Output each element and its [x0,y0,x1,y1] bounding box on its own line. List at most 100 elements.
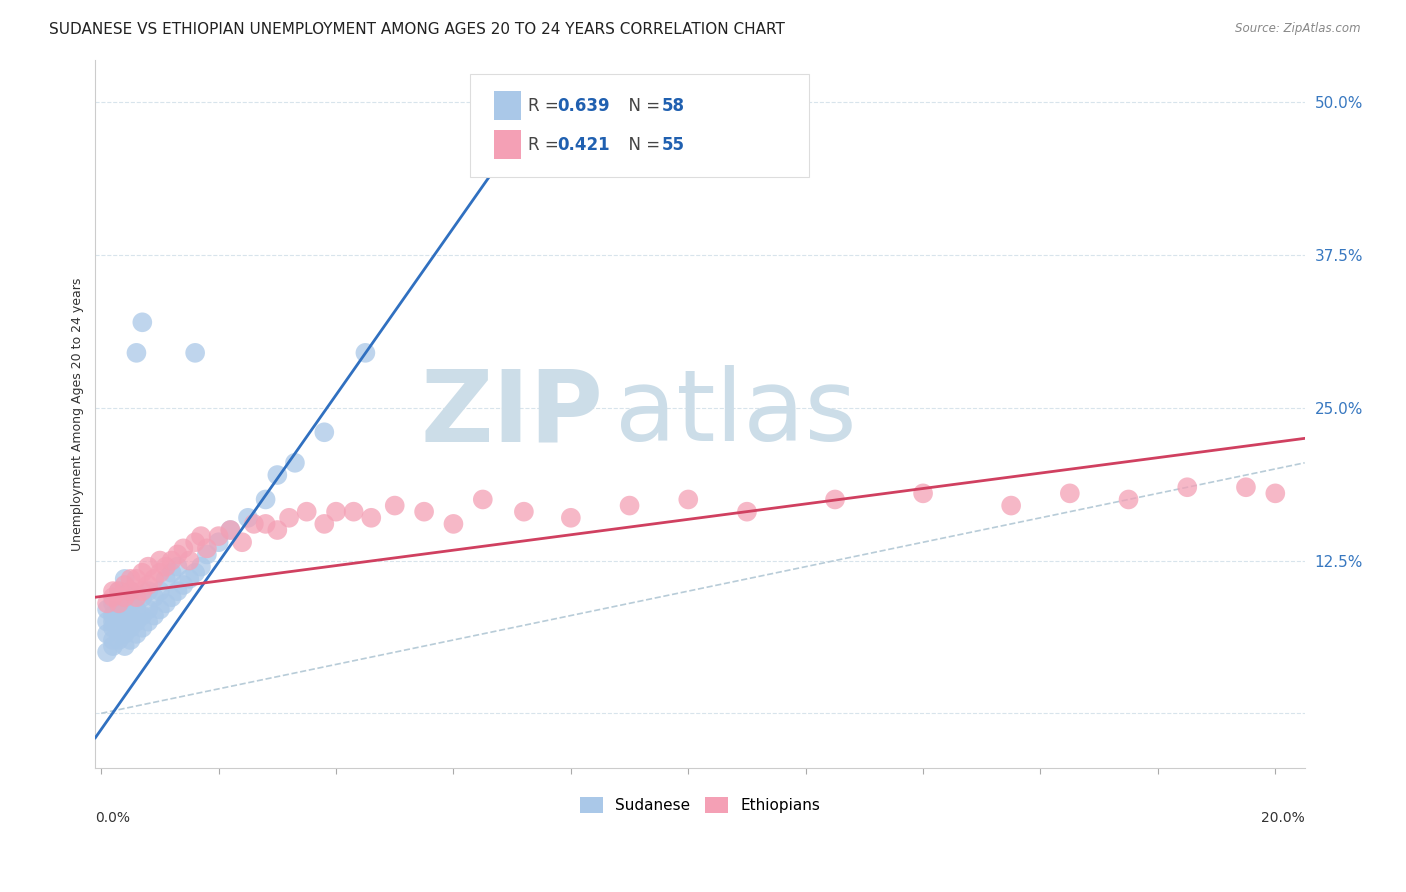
Point [125,346,148,360]
Text: 55: 55 [661,136,685,153]
Y-axis label: Unemployment Among Ages 20 to 24 years: Unemployment Among Ages 20 to 24 years [72,277,84,550]
Point [101,632,124,647]
Point [160,553,183,567]
FancyBboxPatch shape [495,92,522,120]
Point [1059,486,1081,500]
Point [96,645,118,659]
Point [243,516,266,531]
Text: R =: R = [529,136,564,153]
Point [125,615,148,629]
Text: 20.0%: 20.0% [1261,811,1305,825]
Point [108,584,131,599]
Point [131,315,153,329]
Point [1175,480,1198,494]
Text: 0.0%: 0.0% [96,811,131,825]
Point [219,523,242,537]
Point [195,548,218,562]
Point [236,510,259,524]
Text: ZIP: ZIP [420,366,603,462]
Point [254,516,277,531]
Point [101,615,124,629]
Point [278,510,301,524]
Point [114,602,136,616]
Point [96,602,118,616]
Point [1264,486,1286,500]
Point [219,523,242,537]
Point [96,627,118,641]
Point [108,621,131,635]
Point [149,553,172,567]
Point [114,578,136,592]
Point [560,510,582,524]
Point [295,505,318,519]
Point [1000,499,1022,513]
Text: Source: ZipAtlas.com: Source: ZipAtlas.com [1236,22,1361,36]
Point [131,566,153,580]
Point [114,627,136,641]
Point [114,591,136,605]
Point [190,529,212,543]
Point [120,621,142,635]
Point [136,602,159,616]
Point [266,523,288,537]
Point [136,615,159,629]
Point [179,553,201,567]
Point [125,627,148,641]
Point [120,572,142,586]
Text: R =: R = [529,96,564,115]
Point [114,572,136,586]
Point [108,632,131,647]
Point [125,591,148,605]
Point [131,591,153,605]
Point [101,608,124,623]
Point [207,529,229,543]
Point [114,639,136,653]
Point [513,505,536,519]
Point [149,566,172,580]
Legend: Sudanese, Ethiopians: Sudanese, Ethiopians [572,789,828,821]
Point [120,584,142,599]
Point [125,572,148,586]
Point [96,615,118,629]
Point [143,591,166,605]
Point [108,584,131,599]
Point [101,596,124,610]
Point [254,492,277,507]
Point [114,615,136,629]
Point [325,505,347,519]
Point [172,541,194,556]
Point [166,559,188,574]
Point [314,425,336,440]
Point [190,559,212,574]
Point [160,591,183,605]
Point [166,548,188,562]
Text: N =: N = [617,96,665,115]
Point [343,505,366,519]
Point [101,639,124,653]
Point [1234,480,1257,494]
Point [384,499,406,513]
Text: 58: 58 [661,96,685,115]
Point [136,584,159,599]
Point [108,596,131,610]
Point [1118,492,1140,507]
Point [160,566,183,580]
Point [143,572,166,586]
Point [354,346,377,360]
Point [195,541,218,556]
Point [678,492,700,507]
Point [125,602,148,616]
Point [120,584,142,599]
Point [149,584,172,599]
Point [912,486,935,500]
Point [824,492,846,507]
Point [120,596,142,610]
Point [184,535,207,549]
Point [108,596,131,610]
Point [101,591,124,605]
Point [131,621,153,635]
Point [155,596,177,610]
Point [120,608,142,623]
Point [413,505,436,519]
Point [314,516,336,531]
